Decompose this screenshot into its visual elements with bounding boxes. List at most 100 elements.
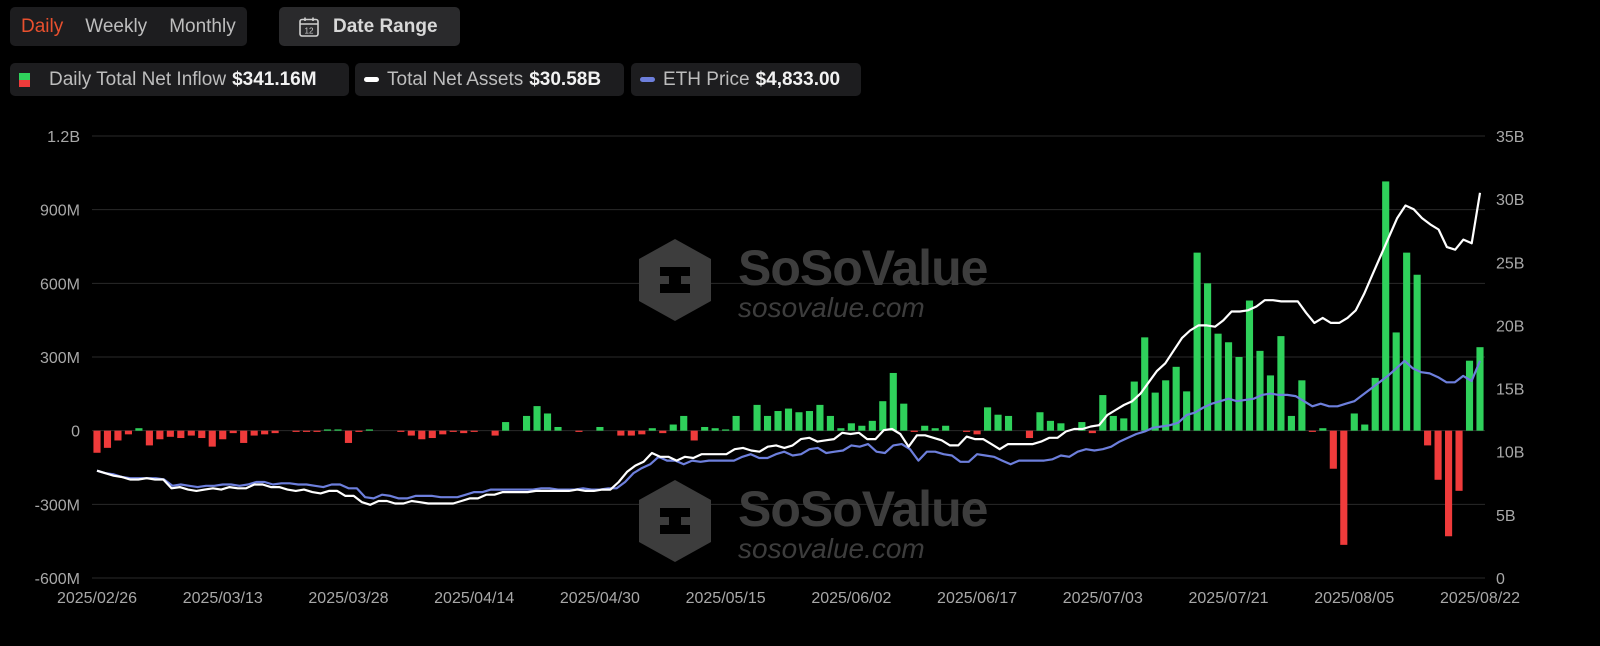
right-axis-tick: 15B xyxy=(1496,382,1524,399)
x-axis-tick: 2025/03/13 xyxy=(183,590,263,607)
inflow-bar xyxy=(1057,423,1065,431)
inflow-bar xyxy=(1445,430,1453,537)
x-axis-tick: 2025/03/28 xyxy=(308,590,388,607)
inflow-bar xyxy=(1109,415,1117,431)
x-axis-tick: 2025/02/26 xyxy=(57,590,137,607)
inflow-bar xyxy=(984,407,992,431)
legend-name: ETH Price xyxy=(663,68,750,90)
inflow-bar xyxy=(554,426,562,431)
inflow-bar xyxy=(1382,181,1390,431)
inflow-bar xyxy=(847,423,855,431)
inflow-bar xyxy=(1088,430,1096,434)
inflow-bar xyxy=(1204,283,1212,431)
inflow-bar xyxy=(1287,415,1295,431)
right-axis-tick: 20B xyxy=(1496,318,1524,335)
inflow-bar xyxy=(1036,412,1044,431)
inflow-bars xyxy=(93,181,1484,545)
bar-swatch-icon xyxy=(19,72,30,87)
inflow-bar xyxy=(617,430,625,436)
inflow-bar xyxy=(805,411,814,431)
inflow-bar xyxy=(103,430,112,448)
inflow-bar xyxy=(690,430,698,441)
legend-value: $4,833.00 xyxy=(755,68,841,90)
calendar-icon: 12 xyxy=(299,17,319,37)
tab-daily[interactable]: Daily xyxy=(21,15,64,37)
inflow-bar xyxy=(240,430,248,443)
inflow-bar xyxy=(323,429,332,431)
legend-value: $341.16M xyxy=(232,68,317,90)
right-axis-tick: 10B xyxy=(1496,445,1524,462)
left-axis-tick: 0 xyxy=(71,424,80,441)
inflow-bar xyxy=(418,430,426,440)
date-range-button[interactable]: 12 Date Range xyxy=(279,7,460,46)
line-swatch-icon xyxy=(640,77,655,82)
inflow-bar xyxy=(460,430,468,434)
inflow-bar xyxy=(1235,357,1243,431)
inflow-bar xyxy=(1361,424,1369,431)
inflow-bar xyxy=(816,404,824,431)
right-axis-tick: 0 xyxy=(1496,571,1505,588)
inflow-bar xyxy=(229,430,237,434)
inflow-bar xyxy=(1413,274,1421,431)
right-axis-tick: 5B xyxy=(1496,508,1516,525)
inflow-bar xyxy=(470,430,478,432)
inflow-bar xyxy=(1162,380,1170,431)
tab-monthly[interactable]: Monthly xyxy=(169,15,236,37)
net-assets-line xyxy=(96,192,1482,506)
inflow-bar xyxy=(397,430,405,432)
inflow-bar xyxy=(1392,332,1400,431)
inflow-bar xyxy=(407,430,415,436)
inflow-bar xyxy=(1298,380,1306,431)
inflow-bar xyxy=(439,430,447,435)
right-axis-tick: 30B xyxy=(1496,192,1524,209)
inflow-bar xyxy=(879,401,887,431)
inflow-bar xyxy=(124,430,132,435)
legend-eth-price[interactable]: ETH Price $4,833.00 xyxy=(631,63,861,96)
left-axis-tick: 600M xyxy=(40,276,80,293)
inflow-bar xyxy=(1256,350,1264,431)
inflow-bar xyxy=(1277,336,1285,431)
inflow-bar xyxy=(1403,252,1411,431)
inflow-bar xyxy=(1099,395,1107,431)
inflow-bar xyxy=(1455,430,1463,491)
inflow-bar xyxy=(669,424,677,431)
inflow-bar xyxy=(449,430,457,432)
inflow-bar xyxy=(1340,430,1348,545)
right-axis-tick: 35B xyxy=(1496,129,1524,146)
inflow-bar xyxy=(921,425,929,431)
inflow-bar xyxy=(135,428,143,431)
inflow-bar xyxy=(1224,342,1233,431)
legend-net-inflow[interactable]: Daily Total Net Inflow $341.16M xyxy=(10,63,349,96)
inflow-bar xyxy=(638,430,646,435)
inflow-bar xyxy=(910,430,918,432)
inflow-bar xyxy=(1319,428,1327,431)
x-axis-tick: 2025/08/05 xyxy=(1314,590,1394,607)
right-axis-tick: 25B xyxy=(1496,255,1524,272)
inflow-bar xyxy=(355,430,363,432)
inflow-bar xyxy=(858,425,866,431)
legend-net-assets[interactable]: Total Net Assets $30.58B xyxy=(355,63,624,96)
x-axis-tick: 2025/08/22 xyxy=(1440,590,1520,607)
inflow-bar xyxy=(292,430,300,432)
inflow-bar xyxy=(543,413,552,431)
inflow-bar xyxy=(648,428,656,431)
x-axis-tick: 2025/05/15 xyxy=(686,590,766,607)
left-axis-tick: -300M xyxy=(35,497,80,514)
inflow-bar xyxy=(973,430,981,435)
inflow-bar xyxy=(177,430,185,439)
inflow-bar xyxy=(208,430,216,447)
inflow-bar xyxy=(1308,430,1316,432)
x-axis-tick: 2025/07/03 xyxy=(1063,590,1143,607)
left-axis-tick: 300M xyxy=(40,350,80,367)
inflow-bar xyxy=(219,430,227,440)
x-axis-tick: 2025/04/14 xyxy=(434,590,514,607)
inflow-bar xyxy=(837,428,845,431)
inflow-bar xyxy=(659,430,667,434)
left-axis-tick: 900M xyxy=(40,203,80,220)
inflow-bar xyxy=(994,414,1002,431)
inflow-bar xyxy=(1434,430,1442,480)
inflow-bar xyxy=(302,430,311,432)
tab-weekly[interactable]: Weekly xyxy=(85,15,148,37)
inflow-bar xyxy=(795,412,803,431)
inflow-bar xyxy=(732,415,740,431)
